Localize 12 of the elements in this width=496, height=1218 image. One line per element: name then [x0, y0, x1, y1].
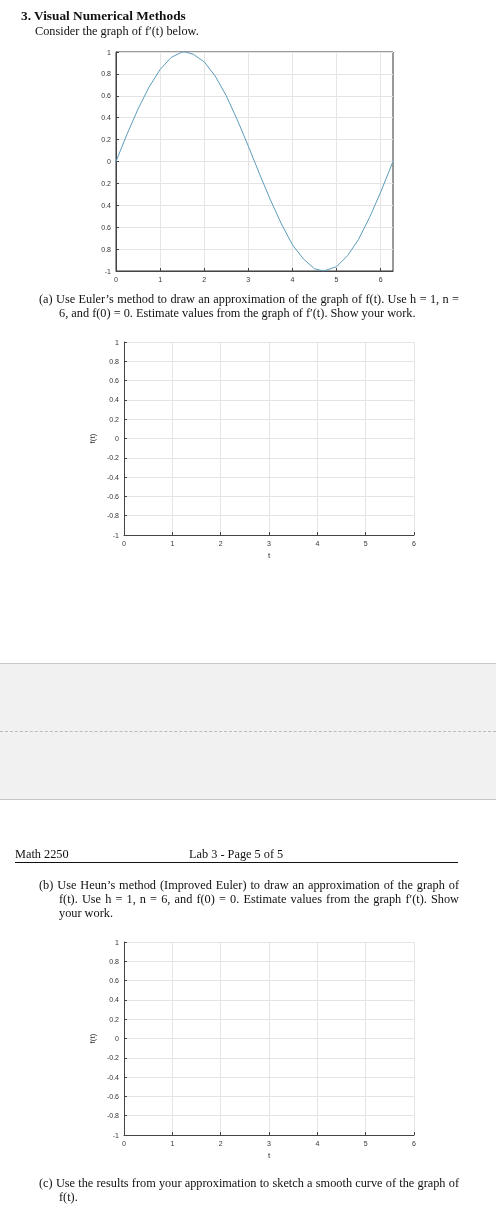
y-axis-title: f(t)	[87, 1033, 97, 1044]
chart-title: (a) Use Euler’s method to draw an approximation of the graph of f(t). Use h = 1, n = 6, and f(0) = 0. Estimate values from the graph of f′(t). Show your work.	[39, 292, 459, 320]
chart-title: 3. Visual Numerical Methods	[21, 8, 186, 23]
x-axis-title: t	[267, 1151, 271, 1161]
x-axis-title: t	[267, 551, 271, 561]
chart-subtitle: Consider the graph of f′(t) below.	[35, 24, 199, 38]
text: (c) Use the results from your approximation to sketch a smooth curve of the graph of f(t).	[39, 1176, 459, 1204]
text: Lab 3 - Page 5 of 5	[189, 847, 284, 861]
text: Math 2250	[15, 847, 69, 861]
y-axis-title: f(t)	[87, 433, 97, 444]
chart-title: (b) Use Heun’s method (Improved Euler) to draw an approximation of the graph of f(t). Use h = 1, n = 6, and f(0) = 0. Estimate values from the graph f′(t). Show your work.	[39, 878, 459, 920]
line-series	[115, 51, 394, 272]
